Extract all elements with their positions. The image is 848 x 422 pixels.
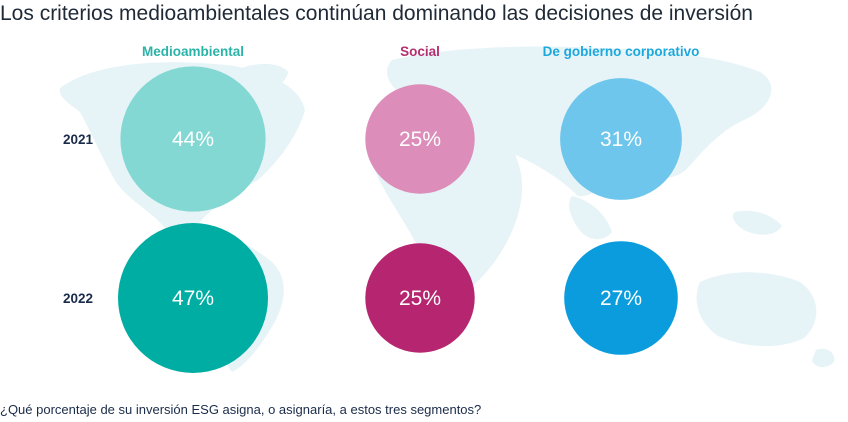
bubble [118, 223, 268, 373]
row-label: 2022 [63, 291, 93, 306]
map-landmass [569, 196, 612, 240]
column-header: Medioambiental [142, 44, 244, 59]
bubble-value-label: 25% [399, 128, 441, 151]
footnote: ¿Qué porcentaje de su inversión ESG asig… [0, 402, 482, 417]
column-headers: Medioambiental Social De gobierno corporat… [142, 44, 699, 59]
bubble [560, 78, 682, 200]
map-landmass [242, 63, 288, 91]
column-header: De gobierno corporativo [543, 44, 700, 59]
map-landmass [812, 348, 835, 368]
bubble-value-label: 27% [600, 287, 642, 310]
row-label: 2021 [63, 132, 94, 147]
bubble-chart: Medioambiental Social De gobierno corporat… [59, 44, 835, 373]
bubble-value-label: 25% [399, 287, 441, 310]
bubbles: 44% 47% 25% 25% 31% 27% [118, 66, 682, 373]
bubble-value-label: 44% [172, 128, 214, 151]
bubble [120, 66, 266, 212]
bubble [564, 241, 678, 355]
map-landmass [732, 210, 782, 235]
bubble-value-label: 31% [600, 128, 642, 151]
bubble [365, 243, 475, 353]
column-header: Social [400, 44, 440, 59]
bubble [365, 84, 475, 194]
bubble-value-label: 47% [172, 287, 214, 310]
map-landmass [696, 272, 817, 347]
row-labels: 2021 2022 [63, 132, 94, 306]
chart-title: Los criterios medioambientales continúan… [0, 2, 753, 25]
